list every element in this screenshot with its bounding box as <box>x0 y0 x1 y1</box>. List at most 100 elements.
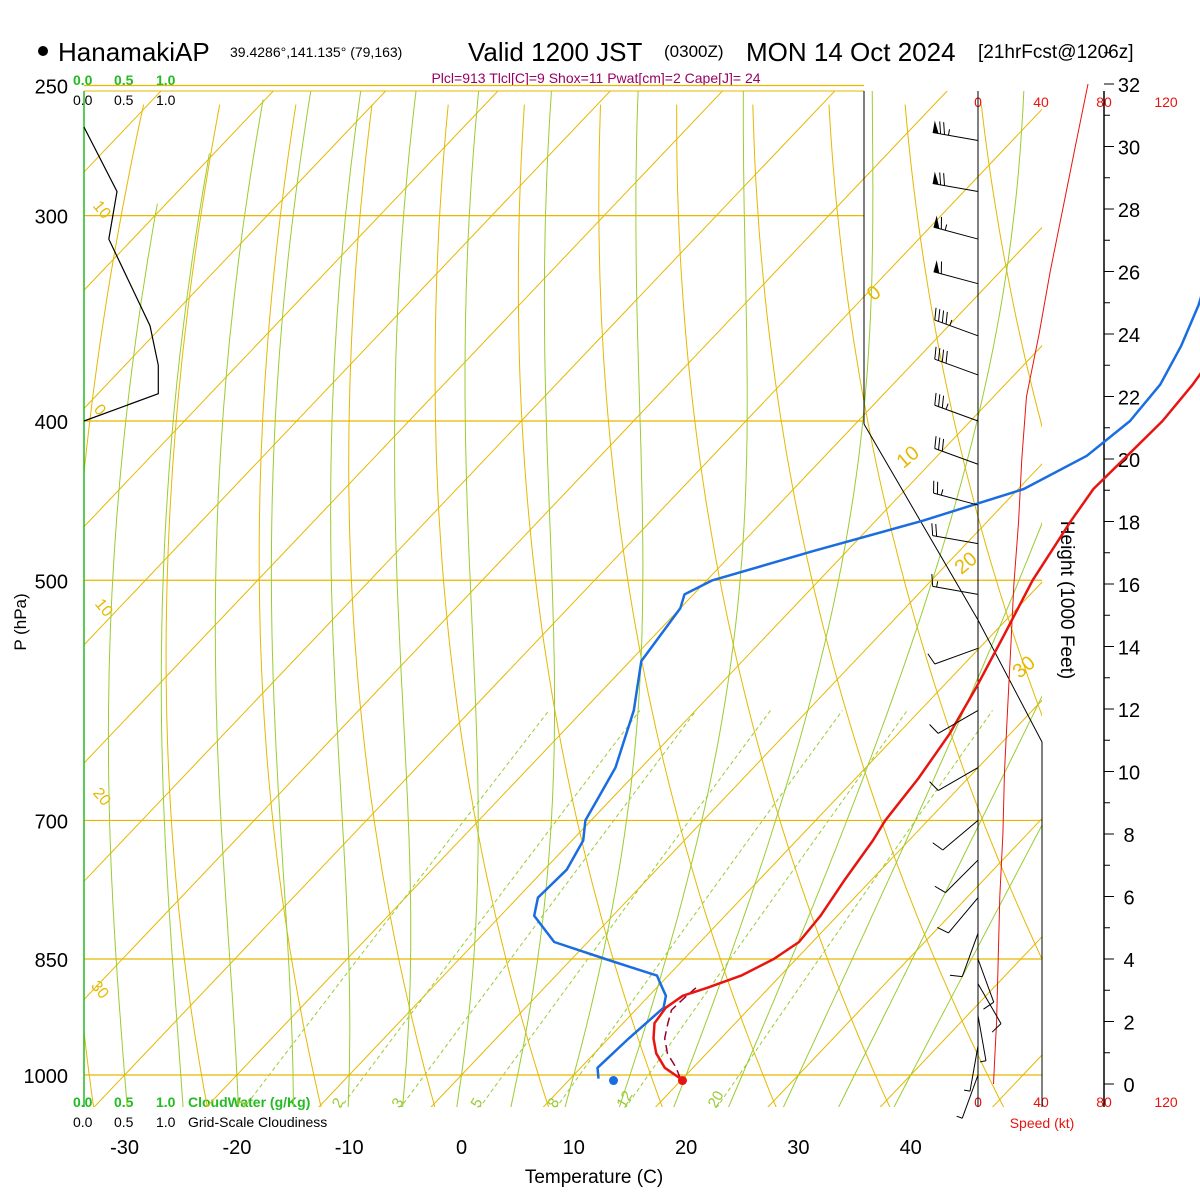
barb-half-flag <box>956 1115 963 1119</box>
cloudiness-tick-top: 1.0 <box>156 92 176 108</box>
wind-barb <box>932 120 979 141</box>
barb-staff <box>942 820 979 851</box>
barb-pennant <box>932 171 939 185</box>
dry-adiabat <box>828 104 1042 961</box>
cloudwater-tick-top: 1.0 <box>156 72 176 88</box>
barb-flag <box>937 927 949 934</box>
wind-barb <box>929 767 979 791</box>
dry-adiabat <box>348 104 436 1107</box>
barb-flag <box>931 574 934 587</box>
barb-staff <box>948 897 979 934</box>
barb-flag <box>931 523 934 536</box>
wind-barb <box>933 480 979 506</box>
height-tick-label: 26 <box>1118 263 1140 285</box>
temperature-tick-label: -10 <box>335 1137 364 1159</box>
mixing-ratio-label: 3 <box>388 1095 407 1111</box>
wind-barb <box>937 897 979 934</box>
wind-barb <box>977 1015 987 1063</box>
cloudiness-scale-top: 0.0 0.5 1.0 <box>73 92 176 108</box>
x-axis-label: Temperature (C) <box>525 1167 663 1188</box>
isotherm-label: 0 <box>90 401 109 419</box>
mixing-ratio-line <box>244 710 550 1107</box>
pressure-label: 1000 <box>24 1066 69 1088</box>
height-tick-label: 28 <box>1118 200 1140 222</box>
mixing-ratio-label: 12 <box>613 1088 636 1111</box>
dry-adiabat <box>904 104 1042 717</box>
mixing-ratio-line <box>340 710 641 1107</box>
barb-staff <box>977 1015 987 1061</box>
cloudwater-scale-bottom: 0.0 0.5 1.0 CloudWater (g/Kg) <box>73 1094 310 1110</box>
barb-flag <box>938 348 941 361</box>
height-tick-label: 10 <box>1118 763 1140 785</box>
speed-tick-top: 120 <box>1154 94 1178 110</box>
isotherm-label: 10 <box>893 442 924 473</box>
wind-barb <box>977 958 995 1010</box>
valid-zulu: (0300Z) <box>664 42 724 61</box>
barb-staff <box>937 709 979 734</box>
barb-staff <box>961 933 979 977</box>
isotherm-line <box>542 581 1042 1107</box>
cloudiness-tick-top: 0.5 <box>114 92 134 108</box>
speed-tick: 120 <box>1154 1094 1178 1110</box>
dry-adiabat <box>598 104 777 1107</box>
barb-staff <box>969 1045 979 1092</box>
barb-staff <box>934 404 979 422</box>
valid-time: Valid 1200 JST <box>468 37 643 67</box>
wind-barb <box>934 392 979 422</box>
speed-axis-label: Speed (kt) <box>1010 1115 1075 1131</box>
moist-adiabat <box>510 91 555 1107</box>
isotherm-label: 30 <box>1009 652 1040 683</box>
barb-half-flag <box>936 581 939 588</box>
wind-barb <box>932 820 979 851</box>
barb-flag <box>938 394 941 407</box>
barb-staff <box>977 958 995 1003</box>
mixing-ratio-label: 5 <box>468 1095 487 1111</box>
height-tick-label: 12 <box>1118 700 1140 722</box>
height-tick-label: 20 <box>1118 450 1140 472</box>
height-tick-label: 4 <box>1123 950 1134 972</box>
mixing-ratio-line <box>716 710 993 1107</box>
height-tick-label: 0 <box>1123 1075 1134 1097</box>
barb-flag <box>938 437 941 450</box>
barb-flag <box>939 121 942 134</box>
barb-flag <box>935 523 938 537</box>
moist-adiabat <box>618 91 748 1107</box>
height-tick-label: 18 <box>1118 513 1140 535</box>
moist-adiabat <box>893 824 1042 1107</box>
cloudiness-profile <box>83 126 159 422</box>
wind-barb <box>929 709 979 734</box>
barb-flag <box>934 436 937 449</box>
wind-barb <box>933 260 979 285</box>
barb-staff <box>933 226 979 240</box>
cloudwater-tick: 0.0 <box>73 1094 93 1110</box>
isotherm-line <box>84 91 274 291</box>
height-tick-label: 32 <box>1118 75 1140 97</box>
barb-flag <box>941 395 945 409</box>
height-tick-label: 30 <box>1118 138 1140 160</box>
height-tick-label: 16 <box>1118 575 1140 597</box>
barb-flag <box>939 172 942 185</box>
station-name: HanamakiAP <box>58 37 210 67</box>
cloudiness-tick: 0.0 <box>73 1114 93 1130</box>
isotherm-label: 10 <box>89 198 114 223</box>
wind-barb <box>932 171 979 192</box>
barb-flag <box>943 173 946 186</box>
height-tick-label: 24 <box>1118 325 1140 347</box>
isotherm-line <box>93 108 1042 1107</box>
barb-staff <box>961 1074 979 1119</box>
wind-barb <box>934 859 979 894</box>
barb-flag <box>934 392 937 406</box>
dry-adiabat <box>258 104 322 1107</box>
wind-barb <box>934 307 979 337</box>
barb-flag <box>941 438 945 452</box>
cloudwater-tick: 1.0 <box>156 1094 176 1110</box>
temperature-tick-label: 20 <box>675 1137 697 1159</box>
isotherm-line <box>655 699 1042 1107</box>
height-tick-label: 2 <box>1123 1013 1134 1035</box>
barb-flag <box>932 842 944 851</box>
wind-barb <box>964 1045 979 1092</box>
surface-dewpoint-marker <box>608 1076 618 1086</box>
mixing-ratio-label: 20 <box>705 1088 728 1111</box>
height-tick-label: 22 <box>1118 388 1140 410</box>
